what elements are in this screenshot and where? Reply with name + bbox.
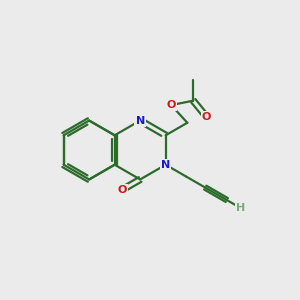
Text: O: O xyxy=(117,185,127,195)
Text: N: N xyxy=(136,116,145,126)
Text: O: O xyxy=(167,100,176,110)
Text: N: N xyxy=(161,160,170,170)
Text: H: H xyxy=(236,203,245,213)
Text: O: O xyxy=(202,112,211,122)
